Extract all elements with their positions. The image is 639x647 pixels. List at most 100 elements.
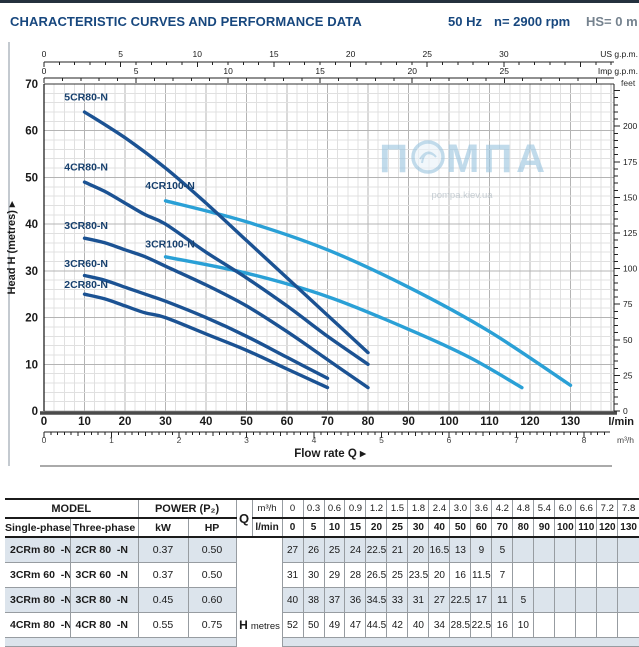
q-m3h-header: 4.2	[491, 498, 514, 519]
unit-m3h: m³/h	[252, 498, 283, 519]
head-value-cell	[617, 537, 639, 563]
head-axis-labels: 0 10 20 30 40 50 60 70	[25, 79, 38, 418]
cell-hp: 0.75	[188, 612, 237, 638]
svg-text:20: 20	[119, 416, 132, 428]
q-m3h-header: 6.6	[575, 498, 598, 519]
svg-text:20: 20	[407, 66, 417, 76]
svg-text:7: 7	[514, 435, 519, 445]
svg-text:15: 15	[269, 49, 279, 59]
table-row: 3CRm 60 -N 3CR 60 -N 0.37 0.50 31 30 29 28 26.5 2…	[5, 562, 639, 588]
watermark-logo-icon	[411, 140, 445, 174]
head-value-cell	[596, 537, 619, 563]
curve-4CR80-N	[82, 180, 370, 366]
head-value-cell	[617, 587, 639, 613]
head-value-cell: 11	[491, 587, 514, 613]
svg-text:50: 50	[623, 335, 633, 345]
q-lmin-header: 50	[449, 517, 472, 538]
head-value-cell: 20	[407, 537, 430, 563]
svg-text:120: 120	[520, 416, 539, 428]
head-value-cell: 34.5	[365, 587, 388, 613]
head-value-cell	[596, 587, 619, 613]
svg-text:90: 90	[402, 416, 415, 428]
svg-text:8: 8	[582, 435, 587, 445]
q-m3h-header: 0.9	[344, 498, 367, 519]
q-m3h-header: 1.2	[365, 498, 388, 519]
svg-text:0: 0	[42, 435, 47, 445]
q-lmin-header: 130	[617, 517, 639, 538]
top-rulers: 0 5 10 15 20 25 30 US g.p.m. 0 5 10 15 20 25 Imp g.p.m…	[42, 49, 638, 83]
head-value-cell	[596, 562, 619, 588]
h-unit-label: metres	[250, 621, 280, 632]
q-m3h-header: 2.4	[428, 498, 451, 519]
head-value-cell: 40	[407, 612, 430, 638]
svg-text:50: 50	[25, 172, 38, 184]
svg-text:0: 0	[42, 49, 47, 59]
curve-2CR80-N	[82, 292, 330, 390]
head-value-cell: 24	[344, 537, 367, 563]
q-m3h-header: 4.8	[512, 498, 535, 519]
head-value-cell: 29	[324, 562, 346, 588]
q-lmin-header: 90	[533, 517, 556, 538]
svg-text:5: 5	[379, 435, 384, 445]
head-value-cell	[533, 562, 556, 588]
performance-table-wrap: MODEL POWER (P₂) Q m³/h 0 0.3 0.6 0.9 1.2 1.5…	[5, 498, 639, 647]
svg-text:10: 10	[193, 49, 203, 59]
q-m3h-header: 3.0	[449, 498, 472, 519]
curve-5CR80-N	[82, 110, 370, 355]
svg-text:0: 0	[41, 416, 47, 428]
head-value-cell	[617, 612, 639, 638]
cell-kw: 0.37	[138, 562, 189, 588]
head-value-cell: 10	[512, 612, 535, 638]
head-value-cell: 37	[324, 587, 346, 613]
curve-label-5CR80-N: 5CR80-N	[64, 91, 108, 103]
svg-text:0: 0	[623, 406, 628, 416]
cell-three: 3CR 80 -N	[70, 587, 139, 613]
q-m3h-header: 5.4	[533, 498, 556, 519]
head-value-cell: 17	[470, 587, 493, 613]
q-lmin-header: 70	[491, 517, 514, 538]
col-header-hp: HP	[188, 517, 237, 538]
svg-text:20: 20	[346, 49, 356, 59]
svg-text:80: 80	[362, 416, 375, 428]
svg-text:2: 2	[177, 435, 182, 445]
table-header: MODEL POWER (P₂) Q m³/h 0 0.3 0.6 0.9 1.2 1.5…	[5, 498, 639, 538]
cell-kw: 0.45	[138, 587, 189, 613]
q-m3h-header: 6.0	[554, 498, 577, 519]
curve-4CR100-N	[163, 199, 573, 387]
svg-text:100: 100	[439, 416, 458, 428]
col-header-three-phase: Three-phase	[70, 517, 139, 538]
curve-label-4CR100-N: 4CR100-N	[145, 180, 195, 192]
q-m3h-header: 7.8	[617, 498, 639, 519]
svg-text:40: 40	[200, 416, 213, 428]
svg-text:50: 50	[240, 416, 253, 428]
svg-text:m³/h: m³/h	[617, 435, 634, 445]
head-value-cell: 26.5	[365, 562, 388, 588]
head-value-cell	[596, 612, 619, 638]
unit-lmin: l/min	[252, 517, 283, 538]
svg-text:25: 25	[623, 370, 633, 380]
head-value-cell: 11.5	[470, 562, 493, 588]
cell-single: 3CRm 60 -N	[5, 562, 71, 588]
q-lmin-header: 25	[386, 517, 409, 538]
svg-text:175: 175	[623, 157, 637, 167]
curve-3CR80-N	[82, 236, 370, 390]
head-value-cell: 23.5	[407, 562, 430, 588]
svg-text:30: 30	[25, 266, 38, 278]
svg-text:15: 15	[315, 66, 325, 76]
page-title: CHARACTERISTIC CURVES AND PERFORMANCE DA…	[10, 14, 362, 29]
svg-text:30: 30	[159, 416, 172, 428]
head-value-cell: 44.5	[365, 612, 388, 638]
svg-text:70: 70	[25, 79, 38, 91]
head-value-cell: 21	[386, 537, 409, 563]
curve-label-2CR80-N: 2CR80-N	[64, 279, 108, 291]
svg-text:25: 25	[500, 66, 510, 76]
head-value-cell: 22.5	[470, 612, 493, 638]
head-value-cell	[554, 587, 577, 613]
curve-3CR60-N	[82, 273, 330, 380]
head-value-cell: 5	[512, 587, 535, 613]
q-lmin-header: 10	[324, 517, 346, 538]
head-value-cell: 33	[386, 587, 409, 613]
